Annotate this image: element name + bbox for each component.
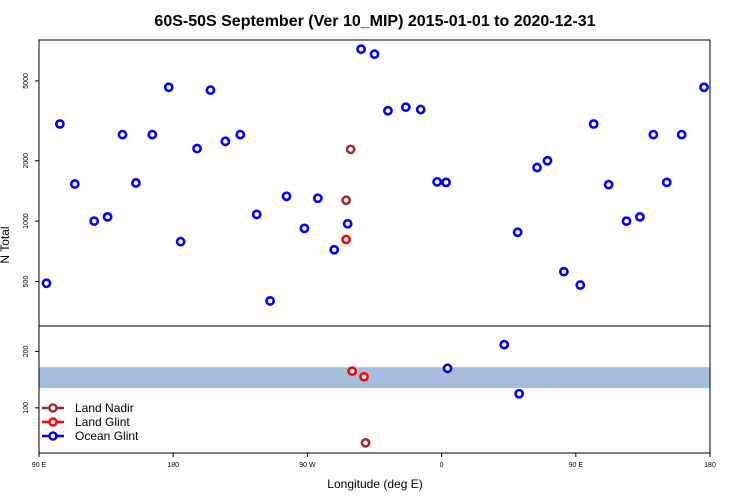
y-tick-label-top-3: 5000 xyxy=(23,73,30,89)
point-ocean-glint-top-6 xyxy=(131,178,141,188)
point-ocean-glint-top-5 xyxy=(117,129,128,140)
x-tick-label-3: 0 xyxy=(440,462,444,469)
x-tick-label-0: 90 E xyxy=(32,462,47,469)
legend-item-land-nadir: Land Nadir xyxy=(42,401,134,415)
y-ticks-top: 500 1000 2000 5000 xyxy=(23,73,39,287)
point-ocean-glint-top-38 xyxy=(661,177,672,188)
legend-marker-land-nadir xyxy=(48,403,58,413)
point-ocean-glint-top-17 xyxy=(299,223,310,234)
point-ocean-glint-top-26 xyxy=(432,176,443,187)
point-ocean-glint-bottom-0 xyxy=(442,363,453,374)
point-ocean-glint-top-2 xyxy=(69,179,80,189)
y-axis-title: N Total xyxy=(0,226,12,263)
x-tick-label-2: 90 W xyxy=(299,462,316,469)
x-axis-title: Longitude (deg E) xyxy=(327,477,422,491)
point-ocean-glint-top-40 xyxy=(699,82,709,93)
point-ocean-glint-top-8 xyxy=(163,82,174,93)
x-tick-label-1: 180 xyxy=(167,462,179,469)
point-ocean-glint-top-31 xyxy=(558,266,569,277)
point-ocean-glint-top-12 xyxy=(220,136,231,147)
point-ocean-glint-top-28 xyxy=(512,227,523,238)
point-ocean-glint-top-22 xyxy=(369,49,380,60)
legend: Land Nadir Land Glint Ocean Glint xyxy=(42,401,139,443)
point-ocean-glint-top-19 xyxy=(329,244,340,255)
y-tick-label-bottom-0: 100 xyxy=(23,402,30,414)
point-ocean-glint-top-15 xyxy=(265,296,276,306)
point-ocean-glint-top-14 xyxy=(251,209,262,220)
point-ocean-glint-top-24 xyxy=(400,102,411,113)
point-ocean-glint-top-9 xyxy=(175,236,186,247)
y-tick-label-bottom-1: 200 xyxy=(23,345,30,357)
point-ocean-glint-top-23 xyxy=(383,105,393,116)
y-ticks-bottom: 100 200 xyxy=(23,345,39,414)
point-land-glint-bottom-0 xyxy=(347,366,358,377)
point-land-nadir-top-0 xyxy=(341,195,352,206)
legend-item-land-glint: Land Glint xyxy=(42,415,130,429)
point-ocean-glint-top-21 xyxy=(356,44,366,55)
point-ocean-glint-top-16 xyxy=(281,191,292,202)
x-tick-label-4: 90 E xyxy=(569,462,584,469)
legend-label-land-glint: Land Glint xyxy=(75,415,130,429)
point-ocean-glint-top-35 xyxy=(621,216,632,227)
data-points xyxy=(41,44,709,448)
point-ocean-glint-top-33 xyxy=(588,119,599,129)
point-land-nadir-top-1 xyxy=(345,144,356,155)
point-ocean-glint-top-18 xyxy=(312,193,323,204)
point-ocean-glint-top-3 xyxy=(89,216,100,227)
point-ocean-glint-top-36 xyxy=(635,211,645,222)
y-tick-label-top-1: 1000 xyxy=(23,213,30,229)
point-ocean-glint-bottom-2 xyxy=(514,388,525,399)
legend-marker-ocean-glint xyxy=(48,431,58,441)
y-tick-label-top-0: 500 xyxy=(23,276,30,288)
point-ocean-glint-top-20 xyxy=(342,218,353,229)
point-land-nadir-bottom-0 xyxy=(360,437,371,448)
point-ocean-glint-top-11 xyxy=(205,85,216,96)
point-ocean-glint-top-7 xyxy=(147,129,158,140)
point-ocean-glint-top-1 xyxy=(54,119,65,129)
legend-item-ocean-glint: Ocean Glint xyxy=(42,429,139,443)
chart-title: 60S-50S September (Ver 10_MIP) 2015-01-0… xyxy=(154,13,595,30)
point-ocean-glint-top-37 xyxy=(648,129,659,140)
point-land-glint-top-0 xyxy=(341,234,352,245)
band xyxy=(39,367,710,389)
point-ocean-glint-top-27 xyxy=(441,177,451,188)
point-ocean-glint-top-39 xyxy=(676,129,687,140)
point-ocean-glint-top-34 xyxy=(603,179,614,190)
point-ocean-glint-top-13 xyxy=(235,129,246,140)
legend-label-ocean-glint: Ocean Glint xyxy=(75,429,139,443)
point-ocean-glint-top-0 xyxy=(41,278,52,289)
legend-marker-land-glint xyxy=(48,417,58,427)
y-tick-label-top-2: 2000 xyxy=(23,153,30,169)
point-ocean-glint-top-29 xyxy=(532,162,542,173)
point-ocean-glint-top-32 xyxy=(575,280,586,290)
legend-label-land-nadir: Land Nadir xyxy=(75,401,134,415)
x-ticks: 90 E 180 90 W 0 90 E 180 xyxy=(32,453,716,469)
point-ocean-glint-top-10 xyxy=(192,143,202,154)
point-land-glint-bottom-1 xyxy=(359,371,369,382)
point-ocean-glint-top-4 xyxy=(102,211,113,222)
bottom-panel-frame xyxy=(38,325,711,454)
point-ocean-glint-top-25 xyxy=(415,104,426,115)
x-tick-label-5: 180 xyxy=(704,462,716,469)
point-ocean-glint-top-30 xyxy=(542,155,553,166)
point-ocean-glint-bottom-1 xyxy=(499,339,510,350)
